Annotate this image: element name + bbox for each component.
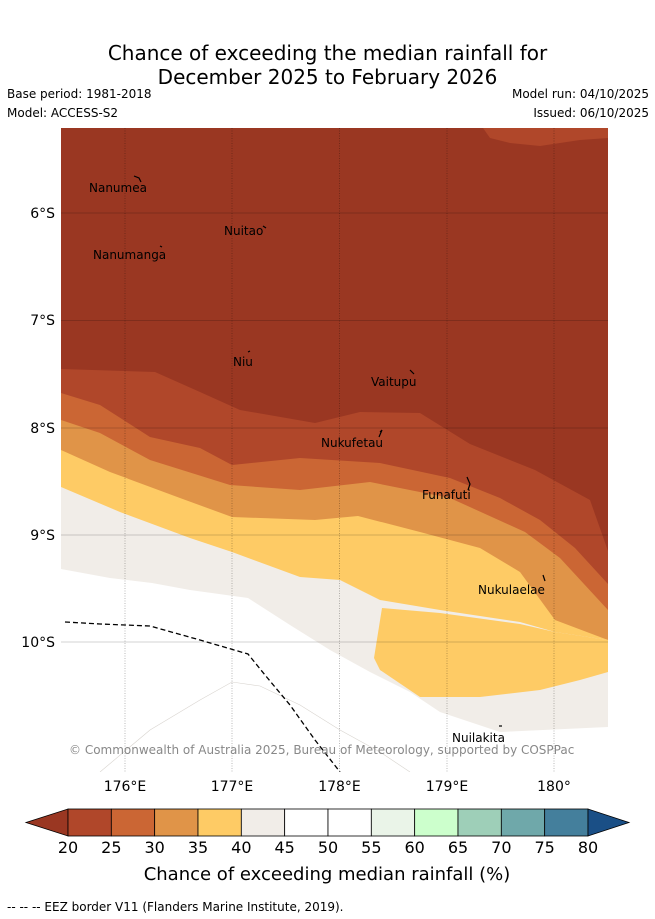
place-label-nukufetau: Nukufetau: [321, 436, 383, 450]
band-45-55-lower: [100, 682, 410, 772]
colorbar-tick-25: 25: [101, 838, 121, 857]
colorbar-tick-55: 55: [361, 838, 381, 857]
colorbar-swatch-25-30: [110, 808, 156, 837]
title-line-2: December 2025 to February 2026: [157, 65, 498, 89]
island-niu: [247, 350, 251, 353]
colorbar-swatch-70-75: [500, 808, 546, 837]
colorbar-swatch-20-25: [67, 808, 112, 837]
lon-label-180: 180°: [537, 779, 571, 795]
island-nanumea: [133, 175, 142, 183]
place-label-funafuti: Funafuti: [422, 488, 471, 502]
colorbar-swatch-65-70: [457, 808, 502, 837]
model-run: Model run: 04/10/2025: [511, 87, 649, 101]
band-45-55-island: [108, 642, 175, 680]
place-label-niu: Niu: [233, 355, 253, 369]
colorbar-swatch-30-35: [154, 808, 199, 837]
colorbar-swatch-75-80: [544, 808, 589, 837]
lat-label-8s: 8°S: [30, 421, 55, 437]
place-label-vaitupu: Vaitupu: [371, 375, 417, 389]
lat-label-7s: 7°S: [30, 313, 55, 329]
lon-label-178e: 178°E: [318, 779, 361, 795]
latitude-labels: 6°S 7°S 8°S 9°S 10°S: [21, 206, 55, 651]
lat-label-9s: 9°S: [30, 528, 55, 544]
lat-label-6s: 6°S: [30, 206, 55, 222]
colorbar-tick-35: 35: [188, 838, 208, 857]
lon-label-176e: 176°E: [104, 779, 147, 795]
island-marks: [133, 175, 546, 727]
lat-label-10s: 10°S: [21, 635, 55, 651]
colorbar-swatch-55-60: [370, 808, 416, 837]
band-40-45-dry-core: [374, 608, 608, 697]
longitude-labels: 176°E 177°E 178°E 179°E 180°: [104, 779, 571, 795]
colorbar-swatch-35-40: [197, 808, 242, 837]
copyright-notice: © Commonwealth of Australia 2025, Bureau…: [69, 743, 574, 757]
colorbar-ticks: 20 25 30 35 40 45 50 55 60 65 70 75 80: [58, 838, 598, 857]
colorbar-legend: [24, 808, 631, 837]
island-funafuti: [466, 476, 471, 491]
lon-label-177e: 177°E: [211, 779, 254, 795]
island-nanumanga: [159, 245, 163, 248]
colorbar-over-arrow: [587, 808, 631, 837]
colorbar-swatch-40-45: [240, 808, 286, 837]
colorbar-tick-60: 60: [404, 838, 424, 857]
colorbar-tick-70: 70: [491, 838, 511, 857]
eez-border: [64, 621, 341, 772]
colorbar-tick-40: 40: [231, 838, 251, 857]
island-nukufetau: [378, 429, 383, 438]
place-label-nanumea: Nanumea: [89, 181, 147, 195]
place-label-nuitao: Nuitao: [224, 224, 263, 238]
base-period: Base period: 1981-2018: [7, 87, 152, 101]
lon-label-179e: 179°E: [426, 779, 469, 795]
issued-date: Issued: 06/10/2025: [533, 106, 649, 120]
colorbar-tick-45: 45: [274, 838, 294, 857]
title-line-1: Chance of exceeding the median rainfall …: [107, 41, 548, 65]
probability-contours: Nanumea Nuitao Nanumanga Niu Vaitupu Nuk…: [61, 128, 608, 772]
island-nukulaelae: [542, 574, 546, 582]
colorbar-tick-20: 20: [58, 838, 78, 857]
place-label-nukulaelae: Nukulaelae: [478, 583, 545, 597]
colorbar-tick-30: 30: [144, 838, 164, 857]
colorbar-title: Chance of exceeding median rainfall (%): [144, 864, 511, 885]
top-right-band-20-25: [483, 128, 608, 146]
band-40-45-lower-edge: [99, 681, 411, 772]
colorbar-swatch-60-65: [414, 808, 459, 837]
lat-grid: [61, 212, 608, 643]
eez-legend-note: -- -- -- EEZ border V11 (Flanders Marine…: [7, 900, 344, 914]
colorbar-swatch-50-55: [327, 808, 372, 837]
island-vaitupu: [409, 369, 415, 375]
colorbar-tick-75: 75: [534, 838, 554, 857]
place-label-nuilakita: Nuilakita: [452, 731, 505, 745]
colorbar-tick-65: 65: [448, 838, 468, 857]
model-name: Model: ACCESS-S2: [7, 106, 119, 120]
colorbar-under-arrow: [24, 808, 69, 837]
colorbar-tick-80: 80: [578, 838, 598, 857]
place-label-nanumanga: Nanumanga: [93, 248, 166, 262]
place-labels: Nanumea Nuitao Nanumanga Niu Vaitupu Nuk…: [89, 181, 545, 745]
colorbar-swatch-45-50: [284, 808, 329, 837]
island-nuitao: [262, 225, 267, 229]
colorbar-tick-50: 50: [318, 838, 338, 857]
